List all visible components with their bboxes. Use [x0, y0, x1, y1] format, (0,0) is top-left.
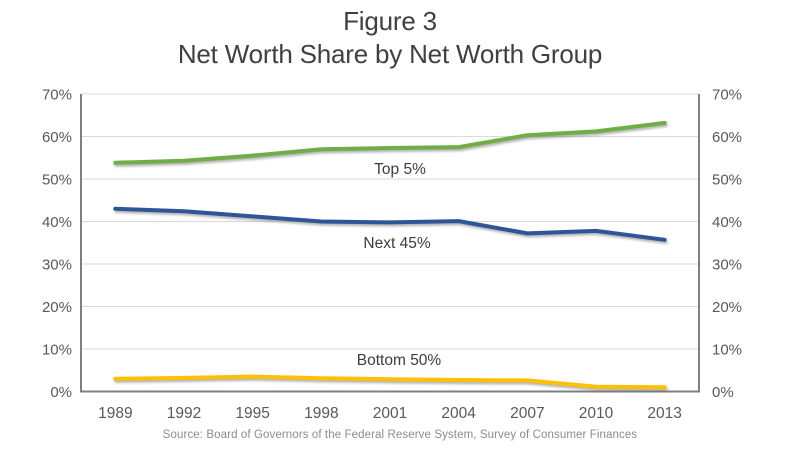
x-axis-tick-label: 1995 — [235, 405, 269, 422]
series-label-top-5: Top 5% — [374, 161, 426, 178]
series-line-top-5- — [113, 120, 667, 165]
y-axis-tick-label-right: 0% — [712, 384, 734, 401]
y-axis-tick-label-left: 0% — [50, 384, 72, 401]
y-axis-tick-label-right: 60% — [712, 129, 742, 146]
x-axis-tick-label: 1998 — [304, 405, 338, 422]
y-axis-tick-label-left: 60% — [42, 129, 72, 146]
y-axis-tick-label-left: 50% — [42, 172, 72, 189]
x-axis-tick-label: 1992 — [167, 405, 201, 422]
source-note: Source: Board of Governors of the Federa… — [162, 429, 638, 441]
y-axis-tick-label-right: 50% — [712, 172, 742, 189]
x-axis-tick-label: 2004 — [441, 405, 476, 422]
y-axis-tick-label-right: 30% — [712, 257, 742, 274]
chart-title-figure-number: Figure 3 — [343, 6, 437, 36]
chart-title-subtitle: Net Worth Share by Net Worth Group — [177, 39, 603, 69]
y-axis-tick-label-right: 10% — [712, 342, 742, 359]
x-axis-tick-label: 2013 — [647, 405, 681, 422]
x-axis-tick-label: 2001 — [373, 405, 407, 422]
y-axis-tick-label-right: 40% — [712, 214, 742, 231]
y-axis-tick-label-right: 20% — [712, 299, 742, 316]
x-axis-tick-label: 2007 — [510, 405, 544, 422]
series-label-bottom-50: Bottom 50% — [356, 352, 442, 369]
y-axis-tick-label-right: 70% — [712, 87, 742, 104]
series-line-next-45- — [113, 206, 667, 242]
x-axis-tick-label: 1989 — [98, 405, 132, 422]
series-line-bottom-50- — [113, 374, 667, 390]
y-axis-tick-label-left: 10% — [42, 342, 72, 359]
y-axis-tick-label-left: 70% — [42, 87, 72, 104]
y-axis-tick-label-left: 20% — [42, 299, 72, 316]
y-axis-tick-label-left: 30% — [42, 257, 72, 274]
x-axis-tick-label: 2010 — [579, 405, 614, 422]
chart-title: Figure 3 Net Worth Share by Net Worth Gr… — [0, 5, 780, 71]
series-label-next-45: Next 45% — [363, 235, 431, 252]
y-axis-tick-label-left: 40% — [42, 214, 72, 231]
